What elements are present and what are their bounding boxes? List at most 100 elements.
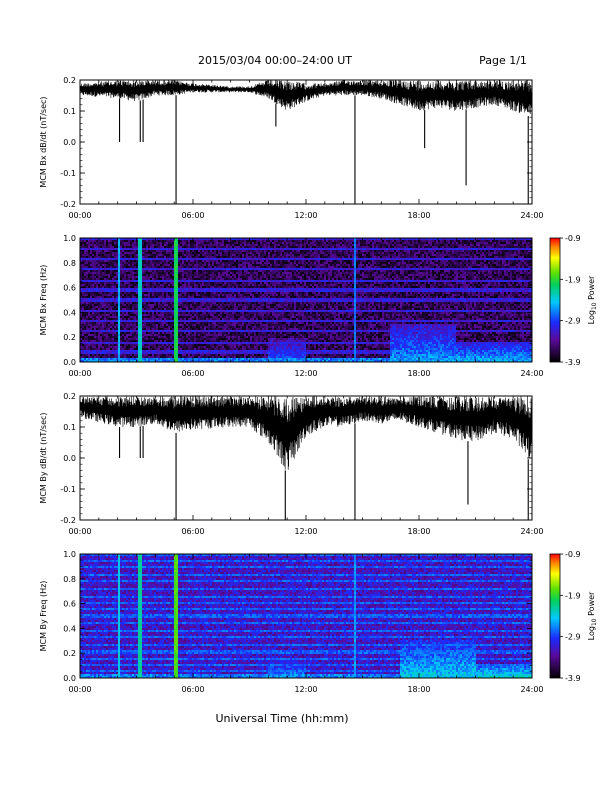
heatmap-cell bbox=[82, 340, 84, 342]
heatmap-cell bbox=[84, 302, 86, 304]
heatmap-cell bbox=[82, 326, 84, 328]
heatmap-cell bbox=[102, 294, 104, 296]
heatmap-cell bbox=[108, 264, 110, 266]
heatmap-cell bbox=[108, 254, 110, 256]
heatmap-cell bbox=[84, 346, 86, 348]
heatmap-cell bbox=[98, 266, 100, 268]
heatmap-cell bbox=[106, 312, 108, 314]
heatmap-cell bbox=[90, 288, 92, 290]
heatmap-cell bbox=[104, 254, 106, 256]
heatmap-cell bbox=[94, 264, 96, 266]
heatmap-cell bbox=[92, 276, 94, 278]
heatmap-cell bbox=[98, 274, 100, 276]
heatmap-cell bbox=[104, 244, 106, 246]
heatmap-cell bbox=[88, 332, 90, 334]
heatmap-cell bbox=[84, 244, 86, 246]
heatmap-cell bbox=[82, 320, 84, 322]
heatmap-cell bbox=[104, 310, 106, 312]
heatmap-cell bbox=[90, 264, 92, 266]
heatmap-cell bbox=[98, 296, 100, 298]
heatmap-cell bbox=[92, 282, 94, 284]
heatmap-cell bbox=[110, 282, 112, 284]
heatmap-cell bbox=[104, 280, 106, 282]
heatmap-cell bbox=[90, 254, 92, 256]
heatmap-cell bbox=[100, 344, 102, 346]
heatmap-cell bbox=[86, 300, 88, 302]
heatmap-cell bbox=[94, 288, 96, 290]
heatmap-cell bbox=[82, 254, 84, 256]
heatmap-cell bbox=[88, 256, 90, 258]
heatmap-cell bbox=[96, 352, 98, 354]
heatmap-cell bbox=[90, 324, 92, 326]
heatmap-cell bbox=[104, 334, 106, 336]
heatmap-cell bbox=[98, 336, 100, 338]
heatmap-cell bbox=[90, 296, 92, 298]
heatmap-cell bbox=[108, 292, 110, 294]
heatmap-cell bbox=[84, 356, 86, 358]
heatmap-cell bbox=[108, 300, 110, 302]
heatmap-cell bbox=[108, 286, 110, 288]
heatmap-cell bbox=[94, 336, 96, 338]
heatmap-cell bbox=[92, 310, 94, 312]
heatmap-cell bbox=[86, 298, 88, 300]
heatmap-cell bbox=[102, 298, 104, 300]
heatmap-cell bbox=[104, 336, 106, 338]
heatmap-cell bbox=[104, 352, 106, 354]
heatmap-cell bbox=[102, 338, 104, 340]
heatmap-cell bbox=[102, 292, 104, 294]
heatmap-cell bbox=[82, 310, 84, 312]
heatmap-cell bbox=[102, 278, 104, 280]
heatmap-cell bbox=[96, 348, 98, 350]
heatmap-cell bbox=[104, 304, 106, 306]
heatmap-cell bbox=[92, 278, 94, 280]
heatmap-cell bbox=[94, 328, 96, 330]
heatmap-cell bbox=[108, 256, 110, 258]
heatmap-cell bbox=[88, 342, 90, 344]
heatmap-cell bbox=[94, 274, 96, 276]
heatmap-cell bbox=[90, 338, 92, 340]
heatmap-cell bbox=[108, 270, 110, 272]
heatmap-cell bbox=[106, 290, 108, 292]
heatmap-cell bbox=[96, 284, 98, 286]
heatmap-cell bbox=[102, 356, 104, 358]
x-tick-label: 24:00 bbox=[520, 211, 543, 220]
heatmap-cell bbox=[110, 276, 112, 278]
heatmap-cell bbox=[96, 300, 98, 302]
heatmap-cell bbox=[98, 350, 100, 352]
heatmap-cell bbox=[104, 322, 106, 324]
heatmap-cell bbox=[98, 320, 100, 322]
heatmap-cell bbox=[98, 298, 100, 300]
heatmap-cell bbox=[84, 264, 86, 266]
heatmap-cell bbox=[102, 322, 104, 324]
heatmap-cell bbox=[82, 308, 84, 310]
heatmap-cell bbox=[92, 242, 94, 244]
heatmap-cell bbox=[88, 274, 90, 276]
y-tick-label: 0.0 bbox=[63, 138, 76, 147]
heatmap-cell bbox=[92, 328, 94, 330]
heatmap-cell bbox=[100, 246, 102, 248]
heatmap-cell bbox=[92, 250, 94, 252]
heatmap-cell bbox=[92, 304, 94, 306]
heatmap-cell bbox=[100, 270, 102, 272]
x-tick-label: 00:00 bbox=[68, 211, 91, 220]
heatmap-cell bbox=[94, 348, 96, 350]
heatmap-cell bbox=[102, 340, 104, 342]
heatmap-cell bbox=[90, 266, 92, 268]
heatmap-cell bbox=[108, 332, 110, 334]
heatmap-cell bbox=[88, 328, 90, 330]
heatmap-cell bbox=[106, 274, 108, 276]
heatmap-cell bbox=[108, 348, 110, 350]
heatmap-cell bbox=[96, 344, 98, 346]
heatmap-cell bbox=[106, 256, 108, 258]
heatmap-cell bbox=[84, 272, 86, 274]
heatmap-cell bbox=[86, 296, 88, 298]
heatmap-cell bbox=[90, 302, 92, 304]
heatmap-cell bbox=[100, 358, 102, 360]
heatmap-cell bbox=[82, 356, 84, 358]
heatmap-cell bbox=[88, 288, 90, 290]
heatmap-cell bbox=[82, 264, 84, 266]
heatmap-cell bbox=[90, 284, 92, 286]
heatmap-cell bbox=[92, 344, 94, 346]
heatmap-cell bbox=[96, 358, 98, 360]
heatmap-cell bbox=[98, 310, 100, 312]
